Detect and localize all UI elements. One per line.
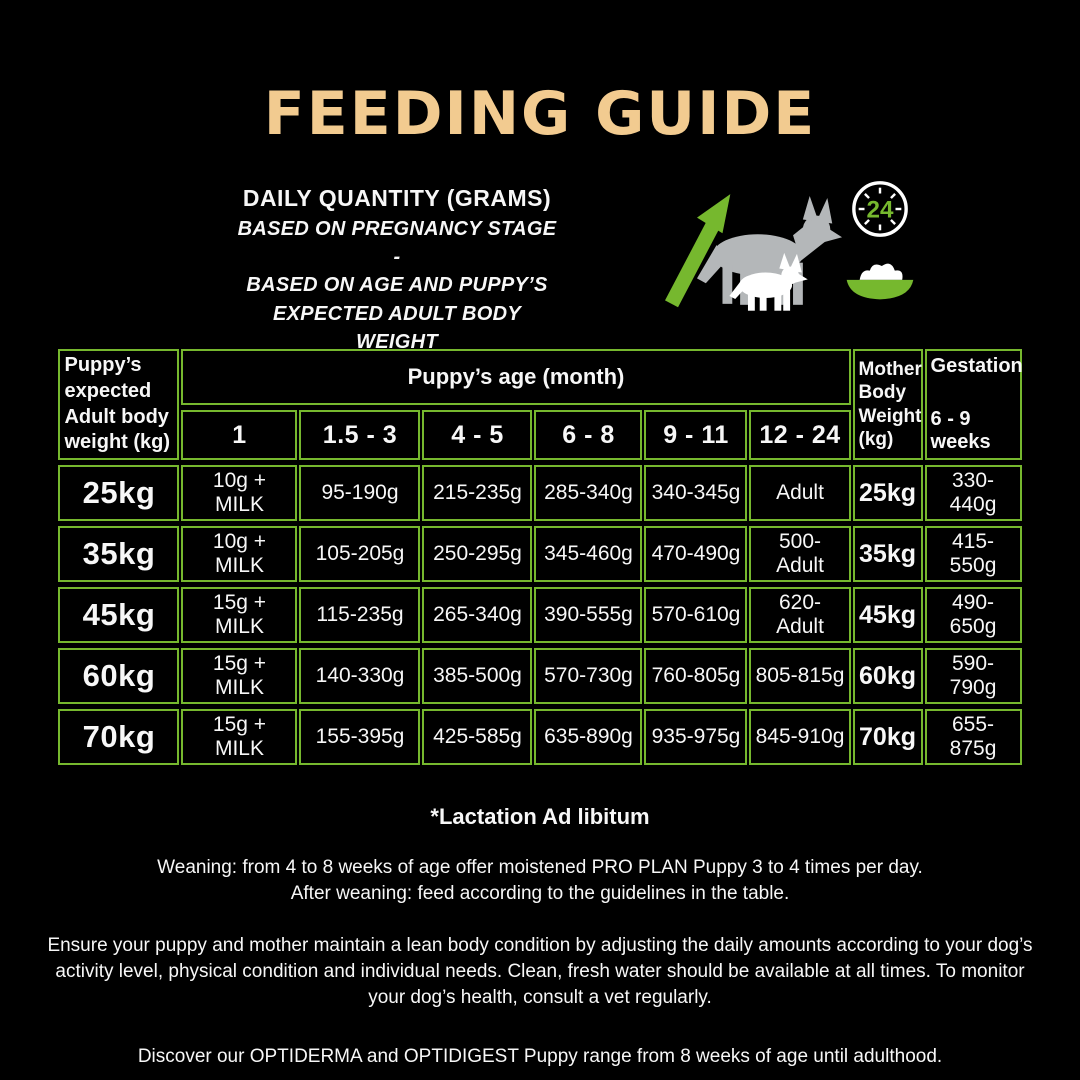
subtitle-line-weight: EXPECTED ADULT BODY WEIGHT bbox=[273, 302, 521, 354]
clock-bowl-icons: 24 bbox=[842, 178, 918, 306]
feeding-amount-cell: 570-730g bbox=[534, 648, 643, 704]
weaning-note: Weaning: from 4 to 8 weeks of age offer … bbox=[0, 855, 1080, 906]
gestation-header-label: Gestation bbox=[930, 355, 1023, 377]
feeding-amount-cell: 95-190g bbox=[299, 465, 421, 521]
feeding-amount-cell: 105-205g bbox=[299, 526, 421, 582]
feeding-amount-cell: 470-490g bbox=[644, 526, 748, 582]
feeding-amount-cell: 140-330g bbox=[299, 648, 421, 704]
table-row: 25kg 10g + MILK 95-190g 215-235g 285-340g 340… bbox=[58, 465, 1022, 521]
feeding-table: Puppy’s expected Adult body weight (kg) … bbox=[56, 344, 1023, 770]
mother-weight-cell: 45kg bbox=[852, 587, 923, 643]
subtitle-line-age: BASED ON AGE AND PUPPY’S bbox=[246, 274, 548, 297]
mother-weight-cell: 60kg bbox=[852, 648, 923, 704]
care-advice-paragraph: Ensure your puppy and mother maintain a … bbox=[47, 935, 1033, 1008]
puppy-weight-cell: 25kg bbox=[58, 465, 180, 521]
page-title: FEEDING GUIDE bbox=[263, 79, 817, 149]
mother-weight-cell: 70kg bbox=[852, 709, 923, 765]
gestation-amount-cell: 490-650g bbox=[924, 587, 1022, 643]
dog-growth-arrow-icon bbox=[648, 182, 844, 317]
age-col-6-8: 6 - 8 bbox=[534, 410, 643, 460]
feeding-amount-cell: 155-395g bbox=[299, 709, 421, 765]
feeding-amount-cell: 15g + MILK bbox=[181, 709, 298, 765]
age-col-4-5: 4 - 5 bbox=[422, 410, 533, 460]
food-bowl-icon bbox=[843, 257, 917, 306]
feeding-amount-cell: Adult bbox=[749, 465, 851, 521]
age-col-9-11: 9 - 11 bbox=[644, 410, 748, 460]
table-row: 35kg 10g + MILK 105-205g 250-295g 345-460g 47… bbox=[58, 526, 1022, 582]
mother-weight-cell: 35kg bbox=[852, 526, 923, 582]
feeding-table-body: 25kg 10g + MILK 95-190g 215-235g 285-340g 340… bbox=[58, 465, 1022, 765]
table-row: 70kg 15g + MILK 155-395g 425-585g 635-890g 93… bbox=[58, 709, 1022, 765]
feeding-amount-cell: 760-805g bbox=[644, 648, 748, 704]
age-col-1-5-3: 1.5 - 3 bbox=[299, 410, 421, 460]
gestation-amount-cell: 655-875g bbox=[924, 709, 1022, 765]
feeding-amount-cell: 15g + MILK bbox=[181, 587, 298, 643]
feeding-amount-cell: 285-340g bbox=[534, 465, 643, 521]
feeding-amount-cell: 10g + MILK bbox=[181, 526, 298, 582]
feeding-amount-cell: 345-460g bbox=[534, 526, 643, 582]
feeding-amount-cell: 425-585g bbox=[422, 709, 533, 765]
feeding-amount-cell: 15g + MILK bbox=[181, 648, 298, 704]
feeding-amount-cell: 935-975g bbox=[644, 709, 748, 765]
age-col-1: 1 bbox=[181, 410, 298, 460]
subtitle-line-pregnancy: BASED ON PREGNANCY STAGE - bbox=[237, 217, 557, 269]
feeding-amount-cell: 265-340g bbox=[422, 587, 533, 643]
puppy-age-header: Puppy’s age (month) bbox=[181, 349, 851, 405]
feeding-amount-cell: 500-Adult bbox=[749, 526, 851, 582]
gestation-weeks-label: 6 - 9 weeks bbox=[930, 408, 991, 453]
feeding-amount-cell: 620-Adult bbox=[749, 587, 851, 643]
feeding-amount-cell: 215-235g bbox=[422, 465, 533, 521]
mother-weight-cell: 25kg bbox=[852, 465, 923, 521]
table-row: 45kg 15g + MILK 115-235g 265-340g 390-555g 57… bbox=[58, 587, 1022, 643]
feeding-amount-cell: 10g + MILK bbox=[181, 465, 298, 521]
weaning-line-2: After weaning: feed according to the gui… bbox=[290, 882, 790, 904]
feeding-amount-cell: 845-910g bbox=[749, 709, 851, 765]
puppy-weight-cell: 45kg bbox=[58, 587, 180, 643]
gestation-amount-cell: 590-790g bbox=[924, 648, 1022, 704]
puppy-weight-header: Puppy’s expected Adult body weight (kg) bbox=[58, 349, 180, 460]
weaning-line-1: Weaning: from 4 to 8 weeks of age offer … bbox=[157, 857, 923, 878]
puppy-weight-cell: 35kg bbox=[58, 526, 180, 582]
puppy-weight-cell: 70kg bbox=[58, 709, 180, 765]
feeding-amount-cell: 635-890g bbox=[534, 709, 643, 765]
feeding-amount-cell: 115-235g bbox=[299, 587, 421, 643]
feeding-amount-cell: 340-345g bbox=[644, 465, 748, 521]
table-header-row-1: Puppy’s expected Adult body weight (kg) … bbox=[58, 349, 1023, 460]
feeding-amount-cell: 805-815g bbox=[749, 648, 851, 704]
gestation-amount-cell: 415-550g bbox=[924, 526, 1022, 582]
feeding-amount-cell: 385-500g bbox=[422, 648, 533, 704]
age-col-12-24: 12 - 24 bbox=[749, 410, 851, 460]
intro-section: DAILY QUANTITY (GRAMS) BASED ON PREGNANC… bbox=[0, 176, 1080, 353]
lactation-footnote: *Lactation Ad libitum bbox=[430, 804, 650, 829]
table-row: 60kg 15g + MILK 140-330g 385-500g 570-730g 76… bbox=[58, 648, 1022, 704]
table-header-row-2: 1 1.5 - 3 4 - 5 6 - 8 9 - 11 12 - 24 bbox=[58, 410, 1021, 460]
intro-text: DAILY QUANTITY (GRAMS) BASED ON PREGNANC… bbox=[232, 182, 562, 357]
mother-weight-header: Mother Body Weight (kg) bbox=[852, 349, 923, 460]
clock-24h-icon: 24 bbox=[849, 178, 911, 245]
clock-24-label: 24 bbox=[867, 197, 894, 224]
discover-range-note: Discover our OPTIDERMA and OPTIDIGEST Pu… bbox=[137, 1046, 943, 1068]
puppy-weight-cell: 60kg bbox=[58, 648, 180, 704]
feeding-amount-cell: 250-295g bbox=[422, 526, 533, 582]
gestation-amount-cell: 330-440g bbox=[924, 465, 1022, 521]
gestation-header: Gestation 6 - 9 weeks bbox=[924, 349, 1023, 460]
feeding-amount-cell: 570-610g bbox=[644, 587, 748, 643]
daily-quantity-heading: DAILY QUANTITY (GRAMS) bbox=[242, 185, 552, 211]
feeding-amount-cell: 390-555g bbox=[534, 587, 643, 643]
